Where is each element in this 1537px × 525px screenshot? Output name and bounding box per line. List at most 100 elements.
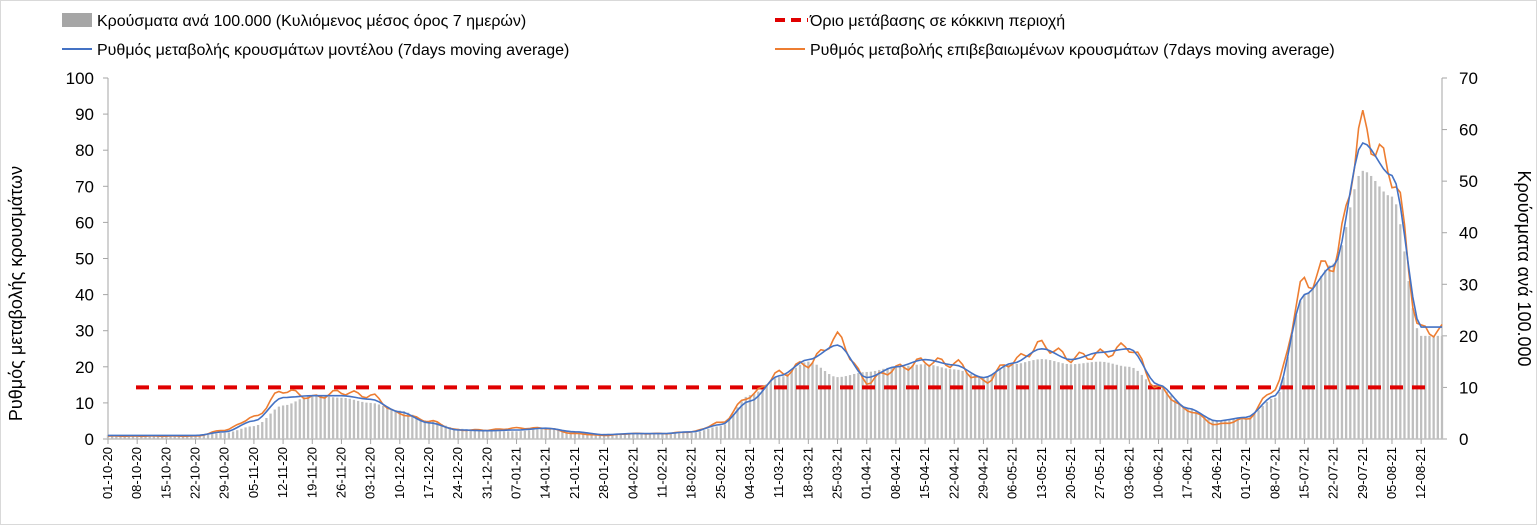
right-tick-label: 0: [1459, 430, 1468, 449]
bar: [1048, 360, 1052, 439]
bar: [1128, 366, 1131, 439]
bar: [1074, 364, 1077, 439]
bar: [657, 433, 660, 439]
bar: [611, 433, 614, 439]
bar: [236, 430, 239, 439]
left-tick-label: 60: [75, 213, 94, 232]
bar: [940, 367, 943, 439]
bar: [569, 431, 572, 439]
bar: [348, 398, 351, 439]
bar: [1057, 362, 1060, 439]
bar: [932, 365, 935, 439]
bar: [532, 429, 535, 439]
bar: [1036, 359, 1039, 439]
bar: [473, 430, 476, 439]
bar: [1132, 367, 1135, 439]
bar: [436, 422, 439, 439]
bar: [127, 435, 130, 439]
x-tick-label: 01-07-21: [1238, 447, 1253, 499]
bar: [1436, 335, 1439, 439]
x-tick-label: 11-03-21: [771, 447, 786, 498]
bar: [652, 433, 656, 439]
bar: [369, 402, 372, 439]
bar: [565, 430, 568, 439]
bar: [465, 429, 468, 439]
left-tick-label: 100: [66, 69, 94, 88]
bar: [452, 428, 456, 439]
bar: [448, 427, 451, 439]
bar: [1240, 418, 1244, 439]
confirmed-rate-line: [107, 110, 1443, 438]
x-tick-label: 15-04-21: [917, 447, 932, 499]
bar: [1261, 405, 1264, 439]
bar: [1061, 363, 1064, 439]
bar: [1028, 361, 1031, 439]
bar: [302, 397, 306, 439]
bar: [1144, 379, 1148, 439]
x-tick-label: 19-11-20: [304, 447, 319, 498]
right-tick-label: 20: [1459, 327, 1478, 346]
bar: [1199, 413, 1202, 439]
bar: [527, 430, 531, 439]
x-tick-label: 07-01-21: [509, 447, 524, 499]
bar: [898, 366, 902, 439]
left-tick-label: 10: [75, 394, 94, 413]
bar: [377, 404, 381, 439]
bar: [690, 432, 693, 439]
x-tick-label: 15-07-21: [1296, 447, 1311, 499]
bar: [1219, 420, 1223, 439]
right-tick-label: 10: [1459, 378, 1478, 397]
bar: [915, 364, 918, 439]
bar: [1007, 364, 1010, 439]
bar: [373, 403, 376, 439]
bar: [848, 375, 852, 439]
bar: [986, 376, 989, 439]
bar: [1203, 415, 1206, 439]
bar: [1382, 191, 1385, 439]
bar: [1349, 207, 1352, 439]
right-tick-label: 60: [1459, 121, 1478, 140]
bar: [1253, 414, 1256, 439]
legend-confirmed-label: Ρυθμός μεταβολής επιβεβαιωμένων κρουσμάτ…: [810, 42, 1335, 59]
x-tick-label: 17-12-20: [421, 447, 436, 499]
bar: [1403, 251, 1406, 439]
bar: [319, 395, 322, 439]
x-tick-label: 22-04-21: [946, 447, 961, 499]
bar: [1407, 281, 1410, 439]
x-tick-label: 29-07-21: [1355, 447, 1370, 499]
bar: [978, 376, 981, 439]
bar: [1011, 364, 1014, 439]
bar: [602, 433, 606, 439]
bar: [1107, 362, 1110, 439]
x-tick-label: 22-07-21: [1326, 447, 1341, 499]
x-tick-label: 04-02-21: [625, 447, 640, 499]
bar: [619, 433, 622, 439]
bar: [1086, 362, 1089, 439]
bar: [1440, 335, 1444, 439]
bar: [1315, 282, 1319, 439]
bar: [1165, 391, 1169, 439]
bar: [231, 431, 235, 439]
bar: [903, 366, 906, 439]
bar: [106, 434, 110, 439]
bar: [286, 404, 289, 439]
bar: [1432, 335, 1435, 439]
bar: [536, 429, 539, 439]
bar: [869, 371, 873, 439]
x-tick-label: 03-12-20: [363, 447, 378, 499]
bar: [1157, 387, 1160, 439]
bar: [923, 364, 927, 439]
left-tick-label: 70: [75, 177, 94, 196]
bar: [152, 435, 156, 439]
bar: [1336, 258, 1339, 439]
bar: [1103, 361, 1106, 439]
x-tick-label: 25-02-21: [713, 447, 728, 499]
bar: [998, 369, 1002, 439]
bar: [1307, 292, 1310, 439]
bar: [990, 374, 993, 439]
bar: [673, 433, 677, 439]
x-tick-label: 26-11-20: [333, 447, 348, 498]
bar: [148, 435, 151, 439]
bar: [394, 410, 397, 439]
bar: [761, 388, 764, 439]
